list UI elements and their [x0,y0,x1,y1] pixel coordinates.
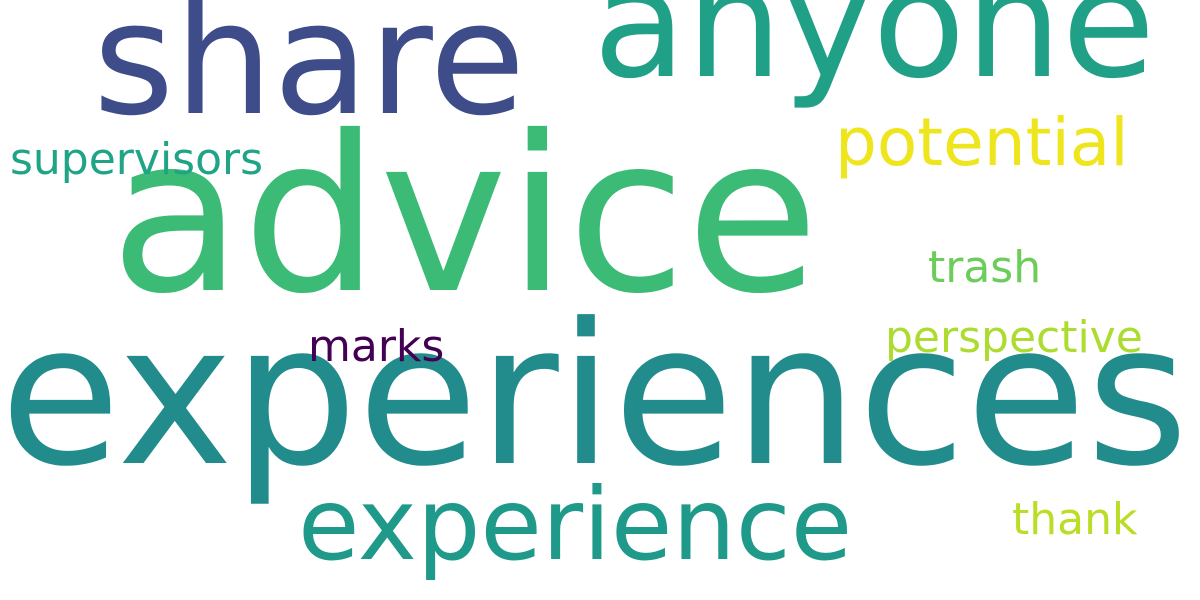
word-perspective: perspective [885,312,1143,363]
word-advice: advice [110,90,819,341]
word-experiences: experiences [0,282,1189,510]
word-anyone: anyone [593,0,1156,112]
word-potential: potential [835,104,1129,181]
word-experience: experience [298,466,853,583]
word-marks: marks [308,321,445,372]
word-thank: thank [1012,494,1138,545]
word-supervisors: supervisors [10,134,264,185]
word-trash: trash [928,242,1042,293]
word-share: share [93,0,526,150]
